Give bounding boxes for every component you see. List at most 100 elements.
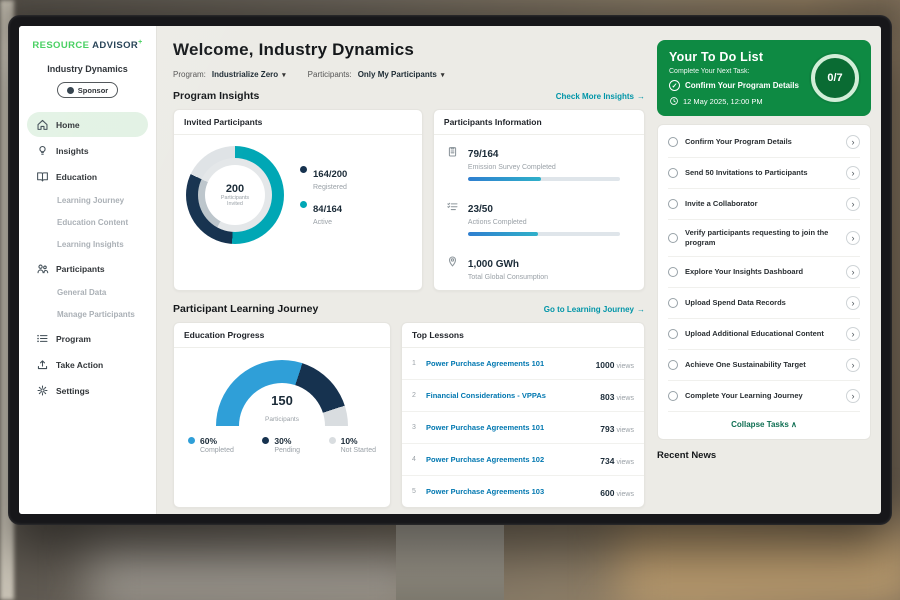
task-row[interactable]: Upload Spend Data Records › (668, 288, 860, 319)
task-chevron-icon[interactable]: › (846, 295, 860, 310)
task-row[interactable]: Verify participants requesting to join t… (668, 220, 860, 257)
task-row[interactable]: Complete Your Learning Journey › (668, 381, 860, 412)
todo-subtitle: Complete Your Next Task: (669, 68, 750, 75)
card-title: Invited Participants (174, 110, 422, 135)
lesson-title-link[interactable]: Power Purchase Agreements 103 (426, 487, 545, 496)
todo-progress-ring: 0/7 (811, 54, 859, 102)
sidebar-item-label: Education Content (57, 218, 129, 228)
sidebar-item-label: Insights (56, 145, 89, 156)
task-chevron-icon[interactable]: › (846, 166, 860, 180)
todo-task-list: Confirm Your Program Details › Send 50 I… (668, 127, 860, 412)
task-chevron-icon[interactable]: › (846, 264, 860, 279)
actions-icon (446, 200, 459, 213)
arrow-right-icon: → (637, 304, 645, 314)
progress-bar (467, 177, 620, 181)
section-title: Participant Learning Journey (173, 303, 319, 315)
task-checkbox[interactable] (668, 359, 678, 370)
sidebar-item[interactable]: Learning Insights (27, 234, 148, 255)
sidebar-item[interactable]: Program (27, 326, 148, 351)
sidebar-item[interactable]: Participants (27, 256, 148, 281)
task-chevron-icon[interactable]: › (846, 326, 860, 341)
lesson-row[interactable]: 5 Power Purchase Agreements 103 600 views (402, 476, 644, 507)
background-desk-left (90, 545, 420, 600)
lesson-views: 803 views (600, 391, 634, 402)
task-checkbox[interactable] (668, 168, 678, 178)
task-row[interactable]: Invite a Collaborator › (668, 189, 860, 220)
chevron-down-icon: ▾ (440, 71, 445, 79)
sponsor-badge: Sponsor (56, 82, 119, 99)
sidebar-item[interactable]: Learning Journey (27, 190, 148, 211)
info-rows: 79/164 Emission Survey Completed 23/50 (434, 135, 644, 290)
learning-journey-header: Participant Learning Journey Go to Learn… (173, 303, 645, 315)
lesson-rank: 1 (412, 360, 416, 367)
lesson-rank: 4 (412, 456, 416, 463)
sidebar-item[interactable]: Education Content (27, 212, 148, 233)
sidebar-item-label: Home (56, 119, 80, 130)
task-chevron-icon[interactable]: › (846, 230, 860, 245)
lesson-row[interactable]: 2 Financial Considerations - VPPAs 803 vi… (402, 380, 644, 412)
task-row[interactable]: Achieve One Sustainability Target › (668, 350, 860, 381)
sidebar-item-label: Manage Participants (57, 310, 135, 320)
lesson-title-link[interactable]: Power Purchase Agreements 101 (426, 359, 545, 368)
sidebar: RESOURCE ADVISOR+ Industry Dynamics Spon… (19, 26, 157, 514)
invited-donut-chart: 200 Participants Invited (186, 146, 284, 244)
sidebar-nav: Home Insights Education Learning (27, 112, 148, 403)
lesson-row[interactable]: 4 Power Purchase Agreements 102 734 views (402, 444, 644, 476)
task-row[interactable]: Send 50 Invitations to Participants › (668, 158, 860, 189)
app-logo: RESOURCE ADVISOR+ (32, 39, 143, 52)
lesson-row[interactable]: 3 Power Purchase Agreements 101 793 views (402, 412, 644, 444)
task-checkbox[interactable] (668, 199, 678, 209)
check-more-insights-link[interactable]: Check More Insights → (555, 91, 645, 101)
todo-task-list-card: Confirm Your Program Details › Send 50 I… (657, 124, 871, 440)
insights-icon (36, 144, 49, 157)
task-row[interactable]: Upload Additional Educational Content › (668, 319, 860, 350)
chevron-up-icon: ∧ (791, 419, 797, 429)
legend-label: Not Started (340, 447, 377, 454)
sidebar-item[interactable]: Manage Participants (27, 304, 148, 325)
legend-dot (188, 437, 195, 444)
task-checkbox[interactable] (668, 232, 678, 243)
sidebar-item[interactable]: Settings (27, 378, 148, 403)
survey-icon (446, 145, 459, 158)
task-chevron-icon[interactable]: › (846, 388, 860, 403)
program-select[interactable]: Industrialize Zero ▾ (211, 70, 286, 79)
task-checkbox[interactable] (668, 328, 678, 339)
sidebar-item[interactable]: Home (27, 112, 148, 138)
participants-icon (36, 262, 49, 275)
task-row[interactable]: Explore Your Insights Dashboard › (668, 257, 860, 288)
task-chevron-icon[interactable]: › (846, 135, 860, 149)
participants-select[interactable]: Only My Participants ▾ (357, 70, 445, 79)
task-checkbox[interactable] (668, 137, 678, 147)
todo-due-time: 12 May 2025, 12:00 PM (669, 96, 803, 106)
card-title: Participants Information (433, 110, 644, 135)
lesson-views: 1000 views (595, 359, 634, 370)
sidebar-item[interactable]: Insights (27, 138, 148, 163)
lesson-title-link[interactable]: Power Purchase Agreements 101 (426, 423, 545, 432)
task-label: Upload Additional Educational Content (685, 328, 824, 338)
sidebar-item[interactable]: Take Action (27, 352, 148, 377)
lesson-title-link[interactable]: Financial Considerations - VPPAs (426, 391, 546, 400)
todo-next-task[interactable]: ✓ Confirm Your Program Details (669, 80, 803, 91)
task-checkbox[interactable] (668, 297, 678, 308)
lesson-rank: 2 (412, 392, 416, 399)
task-chevron-icon[interactable]: › (846, 357, 860, 372)
info-label: Total Global Consumption (467, 274, 549, 281)
collapse-tasks-link[interactable]: Collapse Tasks ∧ (731, 419, 797, 429)
task-checkbox[interactable] (668, 266, 678, 277)
task-checkbox[interactable] (668, 390, 678, 401)
progress-bar (467, 232, 620, 236)
dashboard-screen: RESOURCE ADVISOR+ Industry Dynamics Spon… (19, 26, 881, 514)
sidebar-item[interactable]: General Data (27, 282, 148, 303)
go-to-learning-journey-link[interactable]: Go to Learning Journey → (543, 304, 645, 314)
participants-filter-label: Participants: (307, 70, 352, 79)
learning-cards-row: Education Progress 150 Participants (173, 322, 645, 508)
card-title: Education Progress (174, 323, 391, 348)
task-row[interactable]: Confirm Your Program Details › (668, 127, 860, 158)
task-label: Verify participants requesting to join t… (685, 228, 829, 247)
legend-item: 30% Pending (262, 436, 300, 454)
lesson-row[interactable]: 1 Power Purchase Agreements 101 1000 view… (402, 348, 644, 380)
lesson-title-link[interactable]: Power Purchase Agreements 102 (426, 455, 545, 464)
sidebar-item[interactable]: Education (27, 164, 148, 189)
top-lessons-card: Top Lessons 1 Power Purchase Agreements … (401, 322, 645, 508)
task-chevron-icon[interactable]: › (846, 197, 860, 211)
